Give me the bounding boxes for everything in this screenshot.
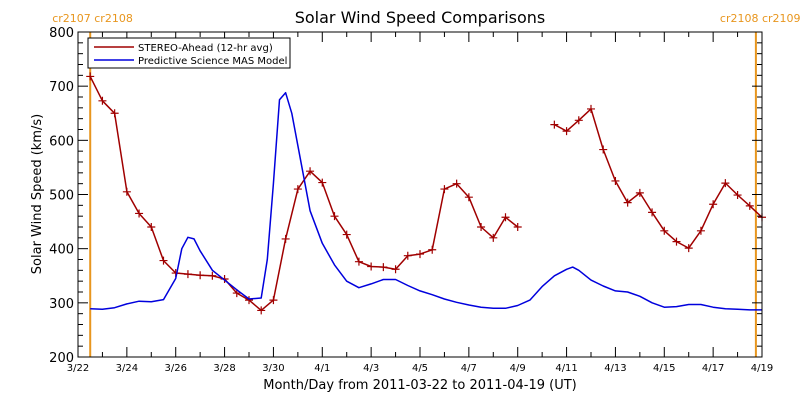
- x-tick-label-6: 4/3: [363, 363, 379, 374]
- legend-label-stereo: STEREO-Ahead (12-hr avg): [138, 43, 273, 54]
- data-point-0-0-18: [306, 167, 315, 176]
- data-point-0-0-8: [183, 270, 192, 279]
- y-tick-label-6: 800: [49, 26, 74, 41]
- data-point-0-0-34: [501, 213, 510, 222]
- x-tick-label-10: 4/11: [555, 363, 577, 374]
- x-tick-label-9: 4/9: [510, 363, 526, 374]
- data-point-0-1-4: [599, 145, 608, 154]
- data-point-0-0-16: [281, 234, 290, 243]
- data-point-0-0-31: [464, 193, 473, 202]
- data-point-0-1-11: [684, 244, 693, 253]
- data-point-0-1-15: [733, 191, 742, 200]
- plot-axes: 200 300 400 500 600 700 800 3/22 3/24 3/26 3/28 3/3…: [49, 26, 773, 374]
- data-point-0-0-2: [110, 109, 119, 118]
- data-point-0-0-29: [440, 185, 449, 194]
- x-tick-label-2: 3/26: [164, 363, 186, 374]
- data-point-0-1-16: [745, 201, 754, 210]
- x-tick-label-13: 4/17: [702, 363, 724, 374]
- data-point-0-0-20: [330, 212, 339, 221]
- data-point-0-0-23: [367, 262, 376, 271]
- x-tick-label-12: 4/15: [653, 363, 675, 374]
- data-point-0-1-12: [696, 226, 705, 235]
- data-point-0-0-21: [342, 230, 351, 239]
- y-axis-label: Solar Wind Speed (km/s): [30, 114, 45, 274]
- data-point-0-0-15: [269, 296, 278, 305]
- x-tick-label-14: 4/19: [751, 363, 773, 374]
- carrington-label-1: cr2108 cr2109: [720, 12, 800, 25]
- data-point-0-0-11: [220, 275, 229, 283]
- x-tick-label-4: 3/30: [262, 363, 284, 374]
- legend-box: [87, 37, 291, 69]
- chart-title: Solar Wind Speed Comparisons: [295, 8, 546, 27]
- data-point-0-1-6: [623, 198, 632, 207]
- data-point-0-1-0: [550, 120, 559, 129]
- data-point-0-0-10: [208, 271, 217, 280]
- y-tick-label-5: 700: [49, 80, 74, 95]
- y-tick-label-3: 500: [49, 189, 74, 204]
- x-tick-label-7: 4/5: [412, 363, 428, 374]
- x-tick-label-3: 3/28: [213, 363, 235, 374]
- data-point-0-0-25: [391, 265, 400, 274]
- data-point-0-1-8: [648, 208, 657, 217]
- data-point-0-1-3: [587, 104, 595, 113]
- y-tick-label-2: 400: [49, 243, 74, 258]
- data-point-0-0-13: [245, 296, 253, 305]
- data-point-0-0-14: [257, 306, 266, 315]
- data-point-0-1-10: [672, 237, 681, 246]
- data-point-0-1-1: [562, 127, 571, 136]
- data-point-0-1-2: [574, 116, 583, 125]
- data-point-0-0-1: [98, 96, 107, 105]
- y-tick-label-0: 200: [49, 351, 74, 366]
- legend: STEREO-Ahead (12-hr avg) Predictive Scie…: [87, 37, 291, 69]
- legend-label-mas-model: Predictive Science MAS Model: [138, 56, 287, 67]
- x-tick-label-0: 3/22: [67, 363, 89, 374]
- x-tick-label-8: 4/7: [461, 363, 477, 374]
- data-point-0-0-6: [159, 256, 168, 265]
- x-tick-label-5: 4/1: [314, 363, 330, 374]
- y-tick-label-1: 300: [49, 297, 74, 312]
- data-point-0-0-9: [196, 271, 205, 280]
- data-point-0-0-3: [122, 187, 131, 196]
- series-line-1-segment-0: [90, 91, 762, 311]
- data-point-0-0-4: [135, 209, 144, 218]
- data-point-0-1-13: [709, 200, 718, 209]
- data-point-0-0-28: [428, 245, 437, 254]
- x-tick-label-1: 3/24: [116, 363, 138, 374]
- data-point-0-1-7: [635, 188, 644, 197]
- data-point-0-0-26: [403, 251, 412, 260]
- data-point-0-0-0: [86, 72, 95, 81]
- data-point-0-1-5: [611, 176, 620, 185]
- y-tick-label-4: 600: [49, 134, 74, 149]
- data-point-0-0-32: [477, 223, 486, 231]
- series-line-0-segment-1: [554, 108, 763, 249]
- plot-series: [86, 72, 766, 315]
- data-point-0-0-19: [318, 178, 327, 187]
- carrington-label-0: cr2107 cr2108: [52, 12, 133, 25]
- data-point-0-0-27: [416, 250, 424, 259]
- data-point-0-0-17: [293, 185, 302, 194]
- data-point-0-0-24: [379, 263, 388, 272]
- data-point-0-1-9: [660, 226, 669, 235]
- data-point-0-0-5: [147, 223, 156, 231]
- data-point-0-0-30: [452, 179, 461, 188]
- data-point-0-0-35: [513, 223, 522, 231]
- data-point-0-0-33: [489, 233, 498, 242]
- data-point-0-1-14: [721, 179, 730, 188]
- x-tick-label-11: 4/13: [604, 363, 626, 374]
- x-axis-label: Month/Day from 2011-03-22 to 2011-04-19 …: [263, 378, 576, 393]
- data-point-0-0-22: [354, 257, 363, 266]
